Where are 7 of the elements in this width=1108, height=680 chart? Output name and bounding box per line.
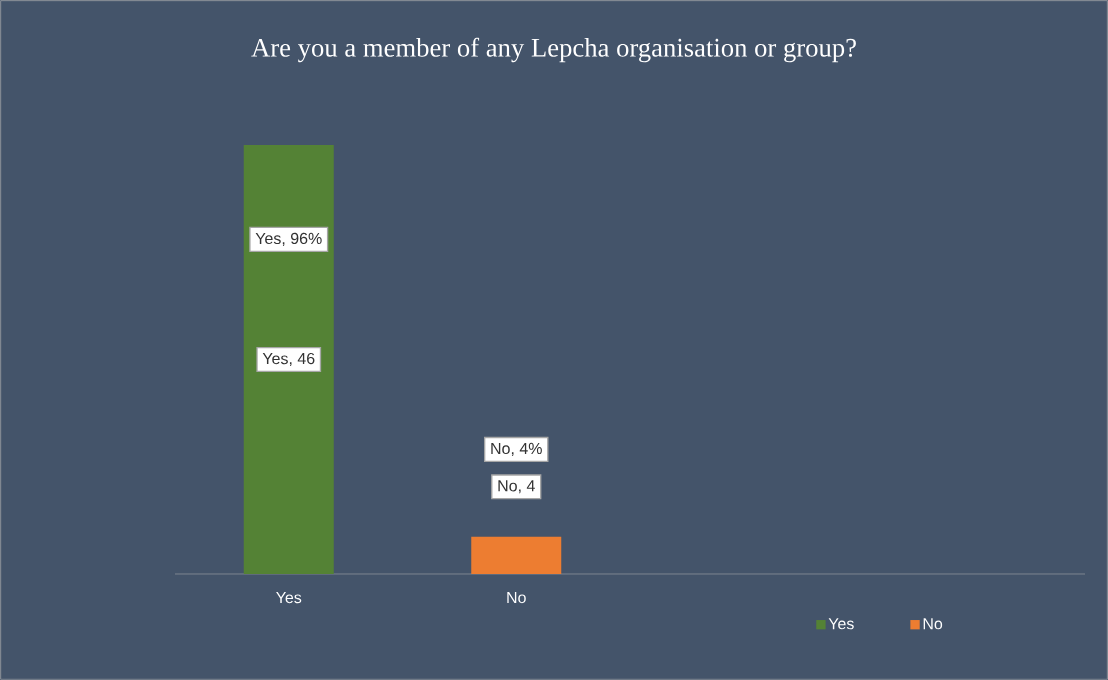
annotation: No, 4% <box>491 442 542 457</box>
chart-title: Are you a member of any Lepcha organisation or group? <box>251 37 856 63</box>
annotation: Yes, 96% <box>255 232 322 246</box>
legend-label: Yes <box>828 618 854 630</box>
data-label: Yes, 46 <box>262 352 315 367</box>
legend-label: No <box>923 618 943 630</box>
data-label: No, 4 <box>498 480 535 494</box>
